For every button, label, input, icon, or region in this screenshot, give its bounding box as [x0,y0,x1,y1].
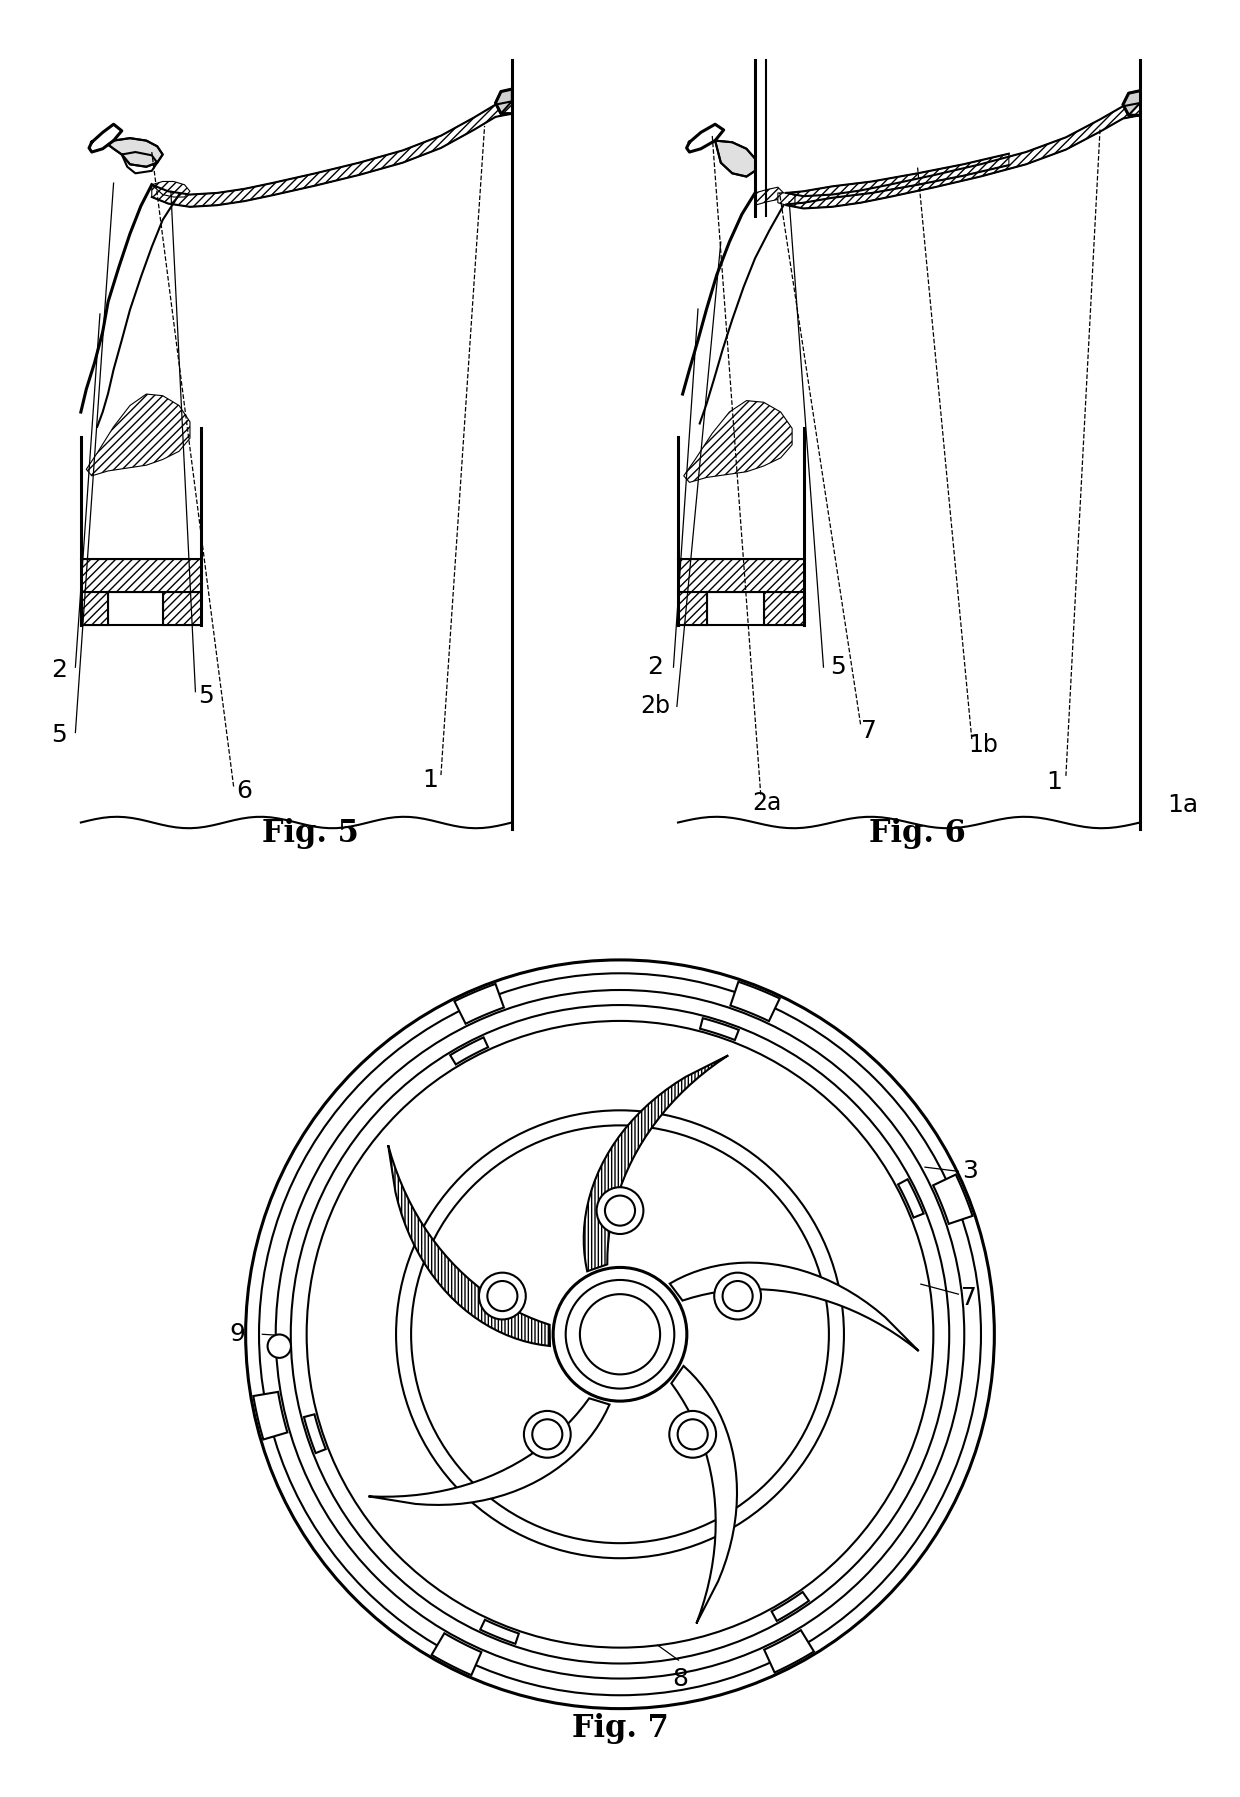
Text: 5: 5 [198,685,215,708]
Polygon shape [771,1592,808,1621]
Text: 6: 6 [237,780,253,803]
Polygon shape [304,1414,326,1454]
Text: 5: 5 [51,722,67,748]
Polygon shape [786,155,1009,205]
Polygon shape [786,102,1140,208]
Circle shape [553,1267,687,1402]
Text: 8: 8 [672,1668,688,1691]
Polygon shape [678,591,707,625]
Polygon shape [454,985,503,1024]
Polygon shape [368,1398,610,1504]
Text: 2b: 2b [640,694,670,719]
Polygon shape [764,591,804,625]
Circle shape [723,1281,753,1312]
Polygon shape [253,1393,288,1439]
Circle shape [268,1335,291,1359]
Polygon shape [584,1055,728,1270]
Polygon shape [730,981,780,1021]
Text: 7: 7 [961,1287,977,1310]
Text: Fig. 5: Fig. 5 [262,818,358,848]
Text: 1: 1 [422,767,438,792]
Polygon shape [934,1175,972,1224]
Polygon shape [151,101,512,207]
Polygon shape [87,394,190,476]
Circle shape [565,1279,675,1389]
Text: 2a: 2a [751,791,781,814]
Polygon shape [764,1630,813,1673]
Polygon shape [670,1263,919,1351]
Text: 2: 2 [647,656,663,679]
Text: Fig. 6: Fig. 6 [869,818,966,848]
Text: 5: 5 [830,656,846,679]
Circle shape [714,1272,761,1319]
Polygon shape [496,90,512,113]
Polygon shape [162,591,201,625]
Circle shape [479,1272,526,1319]
Circle shape [487,1281,517,1312]
Polygon shape [715,140,755,176]
Text: 1b: 1b [968,733,998,757]
Text: 7: 7 [861,719,877,742]
Polygon shape [777,192,795,205]
Polygon shape [480,1619,518,1644]
Polygon shape [81,559,201,591]
Text: Fig. 7: Fig. 7 [572,1713,668,1745]
Polygon shape [432,1633,481,1675]
Circle shape [525,1411,570,1457]
Polygon shape [81,591,108,625]
Text: 9: 9 [229,1323,246,1346]
Polygon shape [151,181,190,198]
Text: 1: 1 [1047,769,1063,794]
Circle shape [670,1411,715,1457]
Circle shape [605,1195,635,1226]
Text: 1a: 1a [1167,792,1198,816]
Polygon shape [388,1145,551,1346]
Text: 3: 3 [962,1159,978,1184]
Polygon shape [755,187,784,205]
Polygon shape [671,1366,737,1623]
Circle shape [677,1420,708,1450]
Polygon shape [701,1019,739,1040]
Text: 2: 2 [51,658,67,681]
Circle shape [580,1294,660,1375]
Circle shape [596,1188,644,1235]
Polygon shape [898,1179,924,1218]
Polygon shape [1123,90,1140,115]
Polygon shape [678,559,804,591]
Polygon shape [450,1037,489,1064]
Circle shape [532,1420,563,1450]
Polygon shape [108,138,162,167]
Polygon shape [683,401,792,482]
